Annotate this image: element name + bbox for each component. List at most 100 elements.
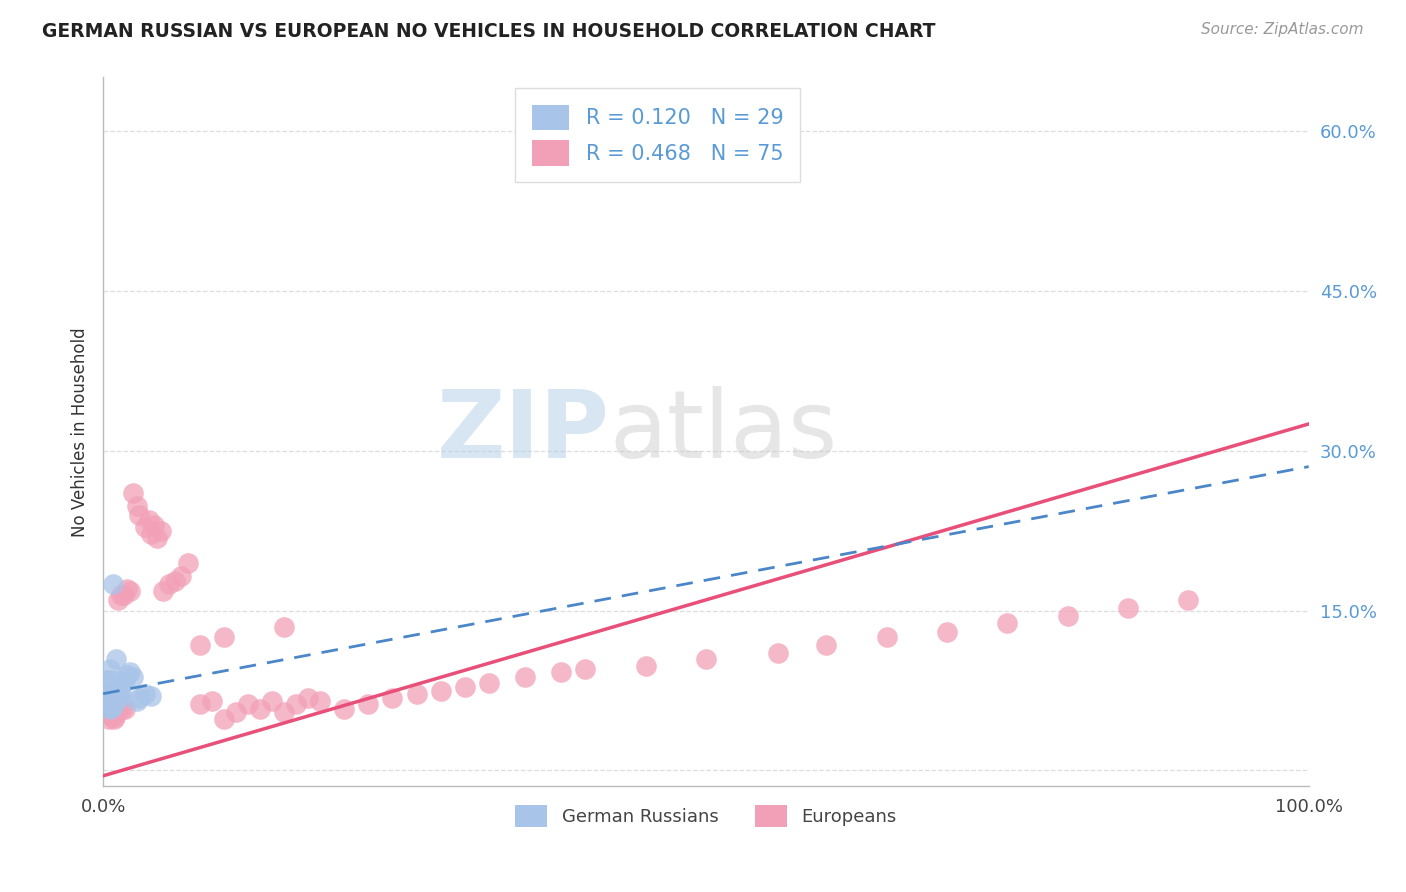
- Point: [101, 699, 124, 714]
- Text: ZIP: ZIP: [437, 386, 609, 478]
- Point: [104, 683, 127, 698]
- Point: [142, 518, 165, 533]
- Point: [98, 701, 121, 715]
- Point: [103, 712, 125, 726]
- Point: [105, 699, 128, 714]
- Y-axis label: No Vehicles in Household: No Vehicles in Household: [72, 327, 89, 537]
- Point: [381, 690, 404, 705]
- Point: [108, 698, 131, 712]
- Point: [212, 712, 235, 726]
- Point: [309, 694, 332, 708]
- Point: [96, 689, 118, 703]
- Point: [478, 676, 501, 690]
- Point: [111, 678, 134, 692]
- Point: [695, 651, 717, 665]
- Point: [110, 588, 132, 602]
- Point: [768, 646, 790, 660]
- Point: [107, 683, 129, 698]
- Point: [97, 690, 120, 705]
- Point: [634, 659, 657, 673]
- Point: [815, 638, 838, 652]
- Point: [936, 624, 959, 639]
- Point: [98, 705, 121, 719]
- Point: [1056, 608, 1078, 623]
- Point: [357, 698, 380, 712]
- Point: [236, 698, 259, 712]
- Point: [273, 705, 295, 719]
- Point: [405, 687, 427, 701]
- Point: [97, 687, 120, 701]
- Point: [454, 681, 477, 695]
- Point: [170, 569, 193, 583]
- Point: [107, 701, 129, 715]
- Point: [100, 710, 122, 724]
- Point: [995, 616, 1018, 631]
- Point: [513, 670, 536, 684]
- Point: [297, 690, 319, 705]
- Point: [152, 584, 174, 599]
- Point: [112, 588, 135, 602]
- Point: [159, 577, 181, 591]
- Point: [165, 574, 187, 588]
- Point: [125, 499, 148, 513]
- Point: [550, 665, 572, 680]
- Point: [114, 701, 136, 715]
- Legend: German Russians, Europeans: German Russians, Europeans: [508, 797, 904, 834]
- Point: [108, 690, 131, 705]
- Point: [98, 662, 121, 676]
- Point: [285, 698, 308, 712]
- Point: [101, 698, 124, 712]
- Point: [176, 556, 198, 570]
- Point: [138, 513, 160, 527]
- Point: [98, 699, 121, 714]
- Point: [115, 582, 138, 597]
- Point: [100, 701, 122, 715]
- Point: [141, 526, 163, 541]
- Point: [122, 486, 145, 500]
- Point: [429, 683, 451, 698]
- Point: [260, 694, 283, 708]
- Point: [94, 694, 117, 708]
- Point: [96, 681, 118, 695]
- Point: [104, 710, 127, 724]
- Point: [201, 694, 224, 708]
- Point: [114, 673, 136, 687]
- Text: GERMAN RUSSIAN VS EUROPEAN NO VEHICLES IN HOUSEHOLD CORRELATION CHART: GERMAN RUSSIAN VS EUROPEAN NO VEHICLES I…: [42, 22, 935, 41]
- Point: [98, 712, 121, 726]
- Point: [118, 584, 141, 599]
- Point: [111, 701, 134, 715]
- Point: [574, 662, 596, 676]
- Text: Source: ZipAtlas.com: Source: ZipAtlas.com: [1201, 22, 1364, 37]
- Point: [115, 667, 138, 681]
- Point: [1177, 593, 1199, 607]
- Point: [1116, 601, 1139, 615]
- Point: [125, 694, 148, 708]
- Point: [98, 690, 121, 705]
- Point: [107, 689, 129, 703]
- Point: [273, 619, 295, 633]
- Point: [188, 638, 211, 652]
- Point: [333, 701, 356, 715]
- Point: [101, 708, 124, 723]
- Point: [105, 651, 128, 665]
- Point: [110, 687, 132, 701]
- Point: [103, 694, 125, 708]
- Point: [141, 689, 163, 703]
- Point: [98, 699, 121, 714]
- Point: [150, 524, 173, 538]
- Point: [103, 705, 125, 719]
- Point: [128, 508, 150, 522]
- Point: [188, 698, 211, 712]
- Point: [249, 701, 271, 715]
- Point: [122, 670, 145, 684]
- Point: [104, 701, 127, 715]
- Point: [101, 577, 124, 591]
- Text: atlas: atlas: [609, 386, 838, 478]
- Point: [134, 687, 156, 701]
- Point: [97, 698, 120, 712]
- Point: [97, 705, 120, 719]
- Point: [118, 665, 141, 680]
- Point: [107, 593, 129, 607]
- Point: [146, 531, 169, 545]
- Point: [225, 705, 247, 719]
